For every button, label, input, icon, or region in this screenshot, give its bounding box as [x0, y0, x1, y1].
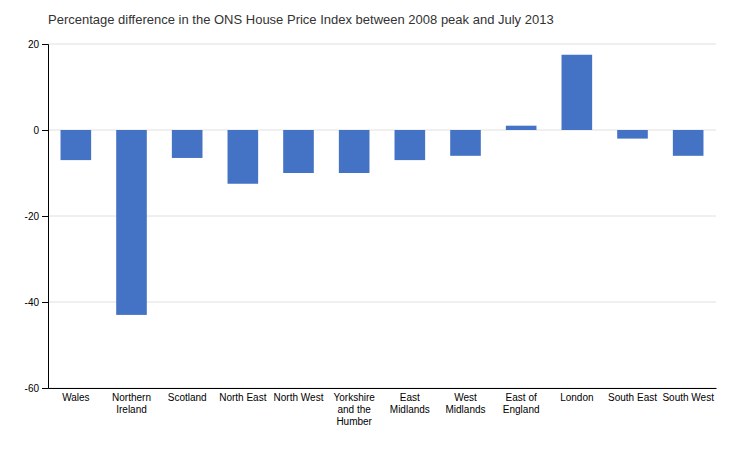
x-tick-label-line: Midlands	[390, 404, 430, 415]
x-tick-label-line: West	[454, 392, 477, 403]
x-tick: WestMidlands	[445, 392, 485, 415]
x-tick-label: North East	[219, 392, 266, 403]
x-tick: Yorkshireand theHumber	[334, 392, 376, 427]
x-tick-label: EastMidlands	[390, 392, 430, 415]
grid	[48, 44, 716, 388]
x-tick: EastMidlands	[390, 392, 430, 415]
y-axis: -60 -40 -20 0 20	[25, 39, 49, 394]
x-tick-label-line: Humber	[336, 416, 372, 427]
x-tick-label-line: South West	[662, 392, 714, 403]
bar	[395, 130, 426, 160]
x-tick-label-line: Midlands	[445, 404, 485, 415]
x-tick-label: NorthernIreland	[112, 392, 151, 415]
bars	[61, 55, 704, 315]
x-tick: North West	[274, 392, 324, 403]
x-tick-label-line: Ireland	[116, 404, 147, 415]
x-tick-label: South East	[608, 392, 657, 403]
x-tick-label-line: Yorkshire	[334, 392, 376, 403]
y-tick-mark	[42, 44, 48, 45]
x-tick-label: East ofEngland	[503, 392, 540, 415]
x-tick-label-line: East	[400, 392, 420, 403]
x-tick-label: WestMidlands	[445, 392, 485, 415]
bar	[450, 130, 481, 156]
y-tick-label: -20	[25, 211, 40, 222]
title: Percentage difference in the ONS House P…	[48, 12, 554, 27]
x-tick: East ofEngland	[503, 392, 540, 415]
grid-line	[48, 302, 716, 303]
x-tick-label: Wales	[62, 392, 89, 403]
x-tick-label-line: South East	[608, 392, 657, 403]
y-tick-label: -60	[25, 383, 40, 394]
y-tick-label: -40	[25, 297, 40, 308]
x-tick-label: North West	[274, 392, 324, 403]
y-tick: -60	[25, 383, 48, 394]
y-tick-label: 0	[33, 125, 39, 136]
x-tick-label-line: Northern	[112, 392, 151, 403]
x-tick: North East	[219, 392, 266, 403]
x-tick-label: South West	[662, 392, 714, 403]
x-tick: Scotland	[168, 392, 207, 403]
x-tick-label: London	[560, 392, 593, 403]
grid-line	[48, 130, 716, 131]
chart: -60 -40 -20 0 20 Wales NorthernIreland Scotland…	[0, 0, 736, 450]
y-axis-line	[42, 45, 49, 389]
x-tick-label-line: England	[503, 404, 540, 415]
bar	[506, 126, 537, 130]
grid-line	[48, 216, 716, 217]
y-tick-mark	[42, 216, 48, 217]
y-tick-label: 20	[28, 39, 40, 50]
bar	[283, 130, 314, 173]
bar	[617, 130, 648, 139]
x-tick-label-line: North East	[219, 392, 266, 403]
x-tick: NorthernIreland	[112, 392, 151, 415]
bar	[673, 130, 704, 156]
bar	[116, 130, 147, 315]
y-tick: -20	[25, 211, 48, 222]
bar	[61, 130, 92, 160]
bar	[562, 55, 593, 130]
x-tick-label-line: East of	[506, 392, 537, 403]
x-axis-line	[49, 388, 717, 389]
bar	[339, 130, 370, 173]
x-tick-label-line: Wales	[62, 392, 89, 403]
plot: -60 -40 -20 0 20 Wales NorthernIreland Scotland…	[25, 39, 717, 427]
y-tick-mark	[42, 388, 48, 389]
x-tick-label-line: London	[560, 392, 593, 403]
grid-line	[48, 44, 716, 45]
grid-line	[48, 388, 716, 389]
x-tick-label: Scotland	[168, 392, 207, 403]
bar	[172, 130, 203, 158]
x-tick: Wales	[62, 392, 89, 403]
y-tick-mark	[42, 130, 48, 131]
x-axis: Wales NorthernIreland Scotland North East No…	[49, 389, 717, 428]
y-tick-mark	[42, 302, 48, 303]
x-tick-label-line: and the	[337, 404, 371, 415]
x-tick-label-line: Scotland	[168, 392, 207, 403]
y-tick: 20	[28, 39, 48, 50]
x-tick: South West	[662, 392, 714, 403]
x-tick: South East	[608, 392, 657, 403]
x-tick: London	[560, 392, 593, 403]
bar	[228, 130, 259, 184]
y-tick: -40	[25, 297, 48, 308]
y-tick: 0	[33, 125, 48, 136]
x-tick-label-line: North West	[274, 392, 324, 403]
x-tick-label: Yorkshireand theHumber	[334, 392, 376, 427]
